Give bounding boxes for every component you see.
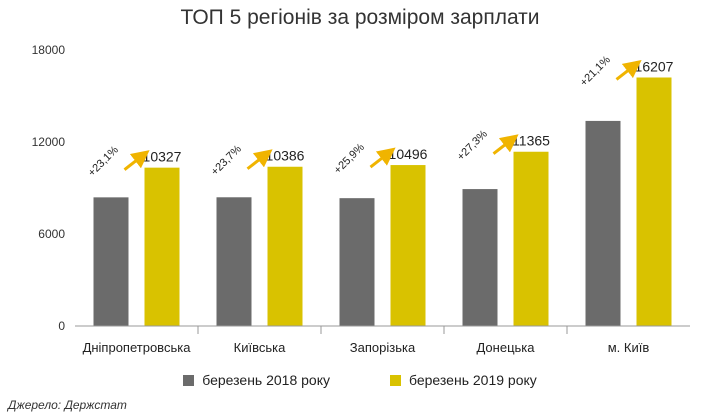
y-tick-label: 12000: [32, 135, 66, 149]
category-label: Донецька: [476, 340, 535, 355]
value-label: 10386: [266, 148, 305, 164]
category-label: Запорізька: [350, 340, 416, 355]
bar-2019: [513, 151, 549, 326]
legend: березень 2018 року березень 2019 року: [0, 372, 720, 388]
y-tick-label: 18000: [32, 43, 66, 57]
bar-2018: [216, 197, 252, 326]
bar-2019: [636, 77, 672, 326]
legend-swatch-2018: [183, 374, 195, 386]
chart-title: ТОП 5 регіонів за розміром зарплати: [180, 6, 540, 29]
growth-arrow: [615, 59, 642, 81]
growth-label: +25,9%: [332, 141, 367, 176]
legend-item-2019: березень 2019 року: [390, 372, 537, 388]
category-label: м. Київ: [608, 340, 650, 355]
value-label: 16207: [635, 58, 674, 74]
growth-label: +23,7%: [209, 143, 244, 178]
bar-2019: [267, 166, 303, 326]
bar-2019: [390, 165, 426, 326]
legend-label-2018: березень 2018 року: [202, 372, 330, 388]
value-label: 10327: [143, 149, 182, 165]
bar-2018: [93, 197, 129, 326]
bar-2018: [462, 189, 498, 326]
value-label: 11365: [512, 133, 550, 149]
bar-2018: [585, 120, 621, 327]
y-tick-label: 6000: [38, 227, 65, 241]
growth-label: +27,3%: [455, 128, 490, 163]
growth-arrow: [123, 150, 150, 171]
legend-item-2018: березень 2018 року: [183, 372, 330, 388]
category-label: Київська: [234, 340, 286, 355]
growth-label: +21,1%: [578, 54, 613, 89]
growth-label: +23,1%: [86, 144, 121, 179]
bar-2019: [144, 167, 180, 326]
growth-arrow: [246, 149, 273, 170]
value-label: 10496: [389, 146, 428, 162]
growth-arrow: [369, 147, 396, 169]
growth-arrow: [492, 134, 519, 155]
legend-label-2019: березень 2019 року: [409, 372, 537, 388]
category-label: Дніпропетровська: [83, 340, 192, 355]
bar-2018: [339, 198, 375, 326]
y-tick-label: 0: [58, 319, 65, 333]
source-note: Джерело: Держстат: [8, 398, 127, 412]
legend-swatch-2019: [390, 374, 401, 386]
bar-chart: 0 6000 12000 18000 10327 +23,1% Дніпропетровсь…: [32, 43, 690, 355]
